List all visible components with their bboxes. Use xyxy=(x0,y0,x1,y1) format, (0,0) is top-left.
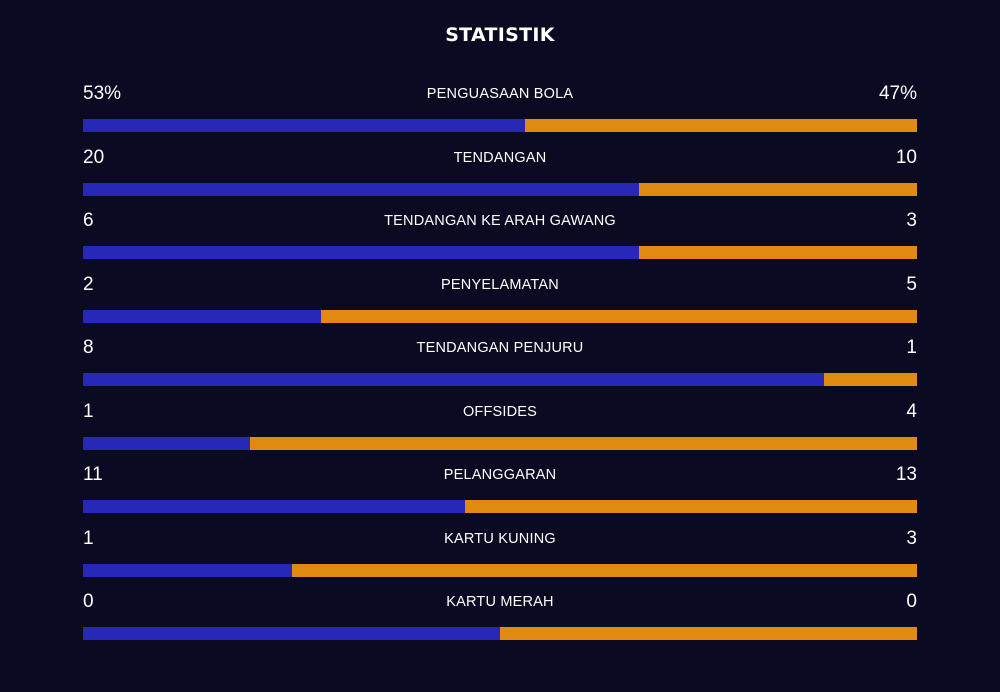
stat-label: PENYELAMATAN xyxy=(441,276,559,293)
home-value: 0 xyxy=(83,591,94,612)
comparison-bar xyxy=(83,373,917,386)
stat-row: 2 PENYELAMATAN 5 xyxy=(83,271,917,335)
away-bar-fill xyxy=(465,500,917,513)
home-value: 11 xyxy=(83,464,103,485)
home-bar-fill xyxy=(83,436,250,450)
away-bar-fill xyxy=(824,373,917,386)
home-bar-fill xyxy=(83,246,640,259)
home-bar-fill xyxy=(83,500,466,513)
comparison-bar xyxy=(83,436,917,450)
home-bar-fill xyxy=(83,563,292,577)
away-value: 47% xyxy=(878,83,917,104)
away-value: 3 xyxy=(906,210,917,231)
stat-label: PELANGGARAN xyxy=(443,467,557,483)
home-bar-fill xyxy=(83,373,825,386)
away-bar-fill xyxy=(639,246,917,259)
away-value: 5 xyxy=(906,273,917,295)
comparison-bar xyxy=(83,246,917,259)
stat-row: 20 TENDANGAN 10 xyxy=(83,144,917,208)
comparison-bar xyxy=(83,500,917,513)
away-value: 10 xyxy=(895,146,917,168)
away-bar-fill xyxy=(639,182,917,196)
stat-label: KARTU KUNING xyxy=(444,530,556,547)
home-bar-fill xyxy=(83,182,640,196)
comparison-bar xyxy=(83,309,917,323)
away-value: 1 xyxy=(906,337,917,358)
away-bar-fill xyxy=(249,436,917,450)
home-value: 20 xyxy=(83,146,105,168)
stat-row: 1 OFFSIDES 4 xyxy=(83,398,917,462)
stat-row: 1 KARTU KUNING 3 xyxy=(83,525,917,589)
away-bar-fill xyxy=(525,119,917,132)
away-bar-fill xyxy=(291,563,917,577)
home-bar-fill xyxy=(83,309,322,323)
stat-label: TENDANGAN PENJURU xyxy=(416,340,584,356)
stat-label: TENDANGAN xyxy=(453,149,547,166)
stat-label: PENGUASAAN BOLA xyxy=(426,86,574,102)
home-value: 2 xyxy=(83,273,94,295)
comparison-bar xyxy=(83,563,917,577)
statistics-list: 53% PENGUASAAN BOLA 47% 20 TENDANGAN 10 … xyxy=(83,80,917,652)
away-bar-fill xyxy=(321,309,917,323)
stat-row: 8 TENDANGAN PENJURU 1 xyxy=(83,334,917,398)
home-value: 6 xyxy=(83,210,94,231)
away-value: 0 xyxy=(906,591,917,612)
away-bar-fill xyxy=(500,627,917,640)
home-value: 1 xyxy=(83,527,94,549)
home-value: 8 xyxy=(83,337,94,358)
stat-label: OFFSIDES xyxy=(462,403,538,420)
away-value: 13 xyxy=(895,464,917,485)
comparison-bar xyxy=(83,119,917,132)
stat-label: KARTU MERAH xyxy=(446,594,554,610)
stat-row: 53% PENGUASAAN BOLA 47% xyxy=(83,80,917,144)
stat-row: 11 PELANGGARAN 13 xyxy=(83,461,917,525)
comparison-bar xyxy=(83,182,917,196)
comparison-bar xyxy=(83,627,917,640)
stat-row: 6 TENDANGAN KE ARAH GAWANG 3 xyxy=(83,207,917,271)
home-bar-fill xyxy=(83,119,526,132)
away-value: 3 xyxy=(906,527,917,549)
statistics-title: STATISTIK xyxy=(445,24,555,46)
home-bar-fill xyxy=(83,627,500,640)
stat-row: 0 KARTU MERAH 0 xyxy=(83,588,917,652)
home-value: 1 xyxy=(83,400,94,422)
home-value: 53% xyxy=(83,83,122,104)
stat-label: TENDANGAN KE ARAH GAWANG xyxy=(384,213,616,229)
away-value: 4 xyxy=(906,400,917,422)
